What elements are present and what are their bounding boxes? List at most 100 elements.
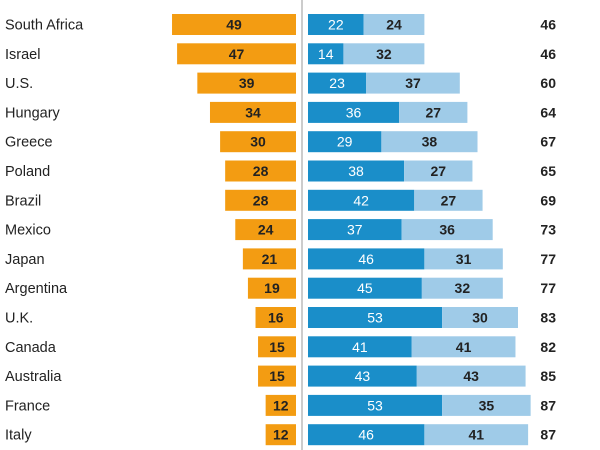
light-bar-canada (411, 336, 516, 358)
dark-bar-israel (308, 43, 344, 65)
light-bar-hungary (399, 101, 468, 123)
light-value-australia: 43 (463, 368, 479, 384)
left-bar-argentina (247, 277, 296, 299)
left-value-canada: 15 (269, 339, 285, 355)
country-label-mexico: Mexico (5, 223, 51, 239)
dark-value-argentina: 45 (357, 280, 373, 296)
total-argentina: 77 (540, 280, 556, 296)
dark-bar-argentina (308, 277, 422, 299)
dark-bar-u-k (308, 307, 443, 328)
light-bar-u-s (366, 72, 460, 94)
country-label-hungary: Hungary (5, 105, 61, 121)
left-value-italy: 12 (273, 427, 289, 443)
total-italy: 87 (540, 427, 556, 443)
dark-bar-italy (308, 424, 425, 446)
dark-value-canada: 41 (352, 339, 368, 355)
light-bar-poland (404, 160, 473, 182)
light-value-south-africa: 24 (386, 17, 402, 33)
left-value-u-s: 39 (239, 75, 255, 91)
dark-value-poland: 38 (348, 163, 364, 179)
light-bar-south-africa (363, 14, 425, 35)
left-value-hungary: 34 (245, 104, 261, 120)
left-bar-u-k (255, 307, 296, 328)
light-bar-australia (416, 365, 526, 387)
light-bar-greece (381, 131, 478, 153)
country-label-israel: Israel (5, 47, 40, 63)
left-value-brazil: 28 (253, 192, 269, 208)
total-mexico: 73 (540, 222, 556, 238)
dark-value-hungary: 36 (346, 104, 362, 120)
left-bar-mexico (235, 219, 296, 241)
dark-value-brazil: 42 (353, 192, 369, 208)
light-bar-argentina (421, 277, 503, 299)
left-bar-israel (177, 43, 296, 65)
total-france: 87 (540, 397, 556, 413)
left-value-israel: 47 (229, 46, 245, 62)
total-poland: 65 (540, 163, 556, 179)
country-label-japan: Japan (5, 252, 45, 268)
left-bar-australia (258, 365, 296, 387)
country-label-argentina: Argentina (5, 281, 68, 297)
left-bar-u-s (197, 72, 296, 94)
dark-value-france: 53 (367, 397, 383, 413)
light-value-greece: 38 (422, 134, 438, 150)
light-value-italy: 41 (468, 427, 484, 443)
dark-bar-france (308, 394, 443, 416)
light-value-u-k: 30 (472, 310, 488, 326)
left-value-france: 12 (273, 397, 289, 413)
dark-value-greece: 29 (337, 134, 353, 150)
left-bar-hungary (209, 101, 296, 123)
country-label-u-k: U.K. (5, 311, 33, 327)
light-value-brazil: 27 (441, 192, 457, 208)
total-israel: 46 (540, 46, 556, 62)
dark-bar-mexico (308, 219, 402, 241)
dark-bar-poland (308, 160, 405, 182)
left-value-japan: 21 (262, 251, 278, 267)
dark-value-south-africa: 22 (328, 17, 344, 33)
left-value-poland: 28 (253, 163, 269, 179)
country-label-south-korea: South Korea (5, 0, 87, 4)
dark-bar-greece (308, 131, 382, 153)
dark-bar-brazil (308, 189, 415, 211)
total-hungary: 64 (540, 104, 556, 120)
left-bar-canada (258, 336, 296, 358)
light-value-israel: 32 (376, 46, 392, 62)
dark-bar-hungary (308, 101, 400, 123)
light-value-argentina: 32 (455, 280, 471, 296)
dark-value-israel: 14 (318, 46, 334, 62)
dark-bar-japan (308, 248, 425, 270)
left-value-south-africa: 49 (226, 17, 242, 33)
light-value-japan: 31 (456, 251, 472, 267)
light-value-mexico: 36 (439, 222, 455, 238)
total-greece: 67 (540, 134, 556, 150)
dark-value-italy: 46 (358, 427, 374, 443)
light-value-u-s: 37 (405, 75, 421, 91)
total-brazil: 69 (540, 192, 556, 208)
light-bar-japan (424, 248, 503, 270)
dark-value-australia: 43 (355, 368, 371, 384)
light-bar-mexico (401, 219, 493, 241)
left-bar-poland (225, 160, 296, 182)
left-bar-greece (220, 131, 296, 153)
total-australia: 85 (540, 368, 556, 384)
left-value-mexico: 24 (258, 222, 274, 238)
dark-bar-canada (308, 336, 412, 358)
dark-bar-south-africa (308, 14, 364, 35)
country-label-italy: Italy (5, 428, 32, 444)
country-label-u-s: U.S. (5, 76, 33, 92)
left-bar-france (265, 394, 296, 416)
dark-bar-u-s (308, 72, 367, 94)
left-value-australia: 15 (269, 368, 285, 384)
left-value-argentina: 19 (264, 280, 280, 296)
total-canada: 82 (540, 339, 556, 355)
dark-bar-australia (308, 365, 417, 387)
dark-value-u-s: 23 (329, 75, 345, 91)
total-u-k: 83 (540, 310, 556, 326)
dark-value-mexico: 37 (347, 222, 363, 238)
light-bar-brazil (414, 189, 483, 211)
total-u-s: 60 (540, 75, 556, 91)
left-value-greece: 30 (250, 134, 266, 150)
light-bar-italy (424, 424, 529, 446)
country-label-south-africa: South Africa (5, 18, 84, 34)
